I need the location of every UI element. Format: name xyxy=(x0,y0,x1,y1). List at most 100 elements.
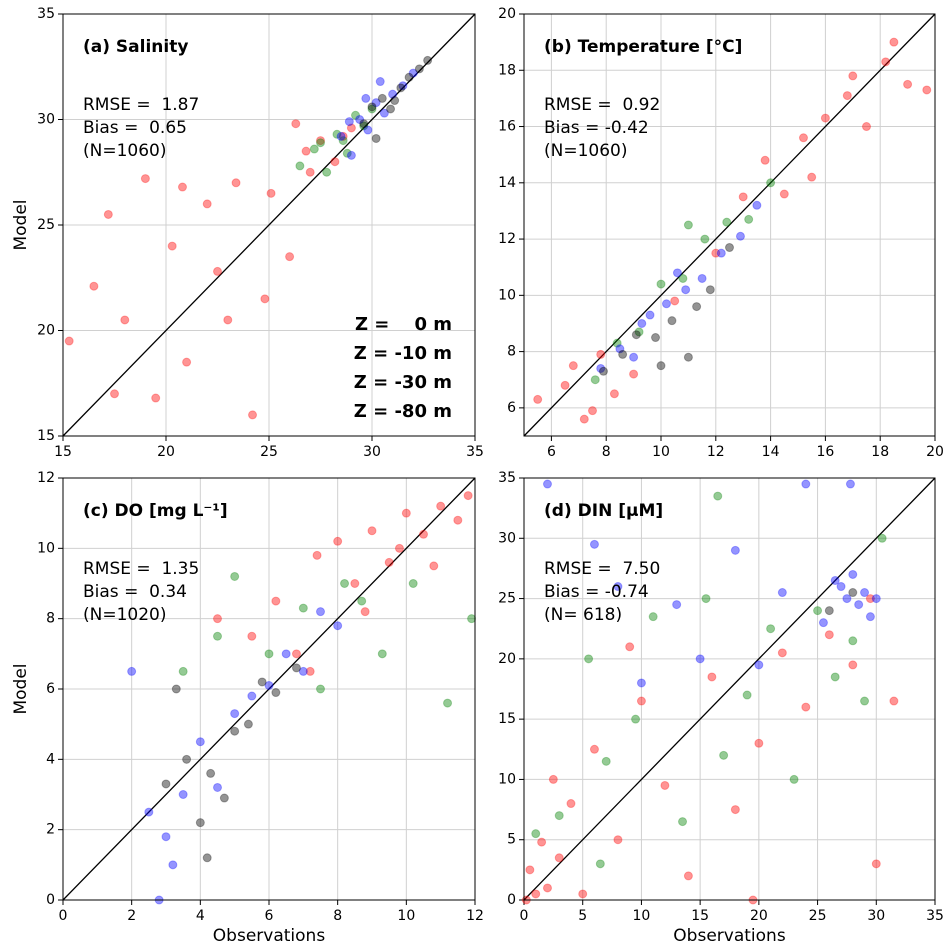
point xyxy=(401,508,411,518)
point xyxy=(350,579,360,588)
point xyxy=(860,696,870,706)
y-tick-label: 35 xyxy=(498,470,516,486)
point xyxy=(631,330,641,340)
x-tick-label: 6 xyxy=(547,444,556,460)
legend-entry: Z = -30 m xyxy=(354,372,452,393)
point xyxy=(637,318,647,328)
stat-text: (N=1060) xyxy=(544,141,628,161)
point xyxy=(683,220,693,230)
panel: 0 2 4 6 8 10 12 0 2 4 6 8 10 12 (c) DO [mg L⁻¹] RMSE = … xyxy=(11,470,484,946)
x-tick-label: 8 xyxy=(333,908,342,924)
point xyxy=(367,102,377,112)
point xyxy=(195,818,205,828)
point xyxy=(629,352,639,362)
point xyxy=(394,543,404,553)
point xyxy=(777,588,787,598)
y-tick-label: 14 xyxy=(498,175,516,191)
x-tick-label: 8 xyxy=(602,444,611,460)
point xyxy=(881,57,891,67)
point xyxy=(202,853,212,863)
point xyxy=(672,268,682,278)
point xyxy=(678,273,688,283)
point xyxy=(830,575,840,585)
x-tick-label: 14 xyxy=(762,444,780,460)
point xyxy=(423,55,433,65)
point xyxy=(713,491,723,501)
point xyxy=(672,600,682,610)
point xyxy=(178,666,188,676)
point xyxy=(103,209,113,219)
x-tick-label: 0 xyxy=(520,908,529,924)
x-tick-label: 25 xyxy=(809,908,827,924)
point xyxy=(64,336,74,346)
point xyxy=(206,768,216,778)
point xyxy=(566,799,576,809)
point xyxy=(230,709,240,719)
point xyxy=(613,582,623,592)
point xyxy=(419,529,428,539)
one-to-one-line xyxy=(523,13,936,437)
point xyxy=(309,144,319,154)
point xyxy=(807,172,817,182)
point xyxy=(656,279,666,289)
point xyxy=(692,302,702,312)
point xyxy=(871,859,881,869)
point xyxy=(171,684,181,694)
x-tick-label: 20 xyxy=(926,444,944,460)
point xyxy=(301,146,311,156)
y-tick-label: 30 xyxy=(498,530,516,546)
point xyxy=(730,545,740,555)
plot-frame xyxy=(523,477,936,901)
point xyxy=(182,754,192,764)
point xyxy=(281,649,291,659)
point xyxy=(375,77,385,87)
y-tick-label: 0 xyxy=(46,892,55,908)
point xyxy=(333,536,343,546)
x-tick-label: 25 xyxy=(260,444,278,460)
point xyxy=(213,266,222,276)
point xyxy=(388,89,398,99)
point xyxy=(744,214,754,224)
panel-title: (c) DO [mg L⁻¹] xyxy=(83,501,228,521)
point xyxy=(625,642,635,652)
point xyxy=(120,315,130,325)
point xyxy=(355,115,365,124)
point xyxy=(298,603,308,613)
point xyxy=(89,281,99,291)
point xyxy=(789,774,799,784)
y-tick-label: 6 xyxy=(46,681,55,697)
x-tick-label: 12 xyxy=(466,908,484,924)
point xyxy=(629,369,639,379)
point xyxy=(648,612,658,622)
point xyxy=(467,614,477,624)
point xyxy=(824,630,834,640)
point xyxy=(848,660,858,670)
stat-text: Bias = 0.65 xyxy=(83,118,187,138)
y-tick-label: 8 xyxy=(46,611,55,627)
point xyxy=(463,491,473,501)
point xyxy=(248,410,258,420)
point xyxy=(167,241,177,251)
x-tick-label: 30 xyxy=(363,444,381,460)
stat-text: RMSE = 1.87 xyxy=(83,95,199,115)
point xyxy=(264,680,274,690)
point xyxy=(151,393,161,403)
point xyxy=(722,217,732,227)
point xyxy=(661,299,671,309)
point xyxy=(140,174,150,184)
point xyxy=(333,621,343,631)
point xyxy=(596,363,606,373)
panel: 0 5 10 15 20 25 30 35 0 5 10 15 20 25 30 35 (d) DIN [μM]… xyxy=(498,470,944,946)
point xyxy=(247,691,257,701)
point xyxy=(342,148,352,158)
point xyxy=(161,779,171,789)
x-tick-label: 5 xyxy=(578,908,587,924)
x-tick-label: 6 xyxy=(265,908,274,924)
point xyxy=(636,678,646,688)
y-tick-label: 8 xyxy=(507,344,516,360)
point xyxy=(716,248,726,258)
point xyxy=(725,243,734,253)
point xyxy=(645,310,655,320)
x-tick-label: 10 xyxy=(633,908,651,924)
point xyxy=(889,696,899,706)
